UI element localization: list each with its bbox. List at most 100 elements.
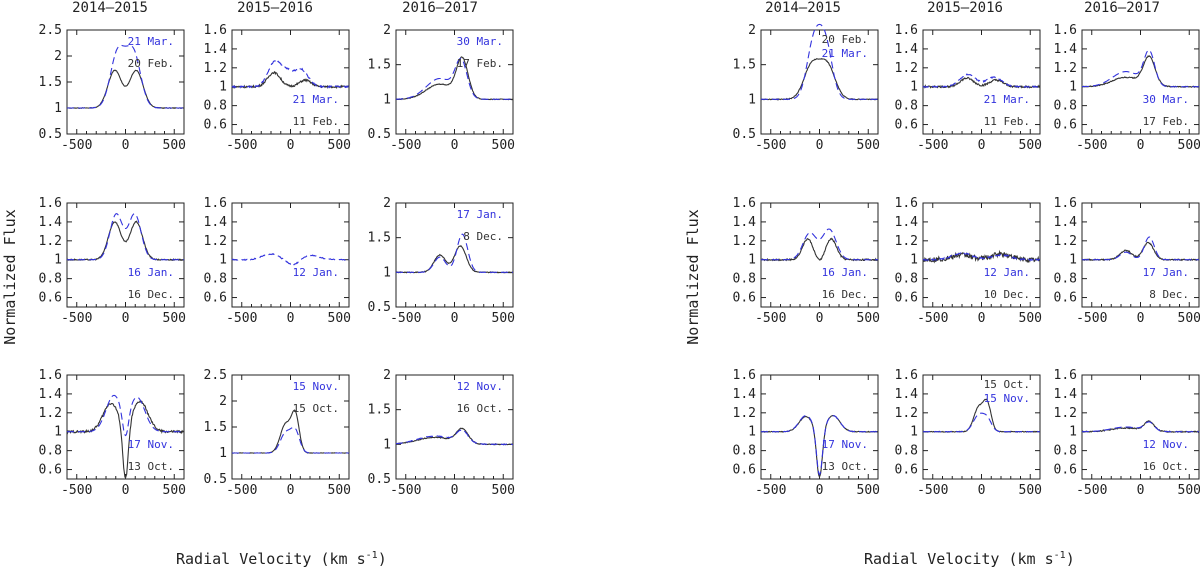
x-tick-label: 0	[978, 311, 986, 326]
right-x-label-text: Radial Velocity (km s	[864, 550, 1054, 568]
y-tick-label: 0.8	[39, 272, 62, 287]
series-dashed-line	[231, 59, 350, 89]
x-tick-label: -500	[61, 483, 92, 498]
right-x-label-close: )	[1065, 550, 1075, 568]
y-tick-label: 1	[383, 437, 391, 452]
date-label-black: 16 Oct.	[457, 402, 503, 415]
y-tick-label: 2	[219, 394, 227, 409]
x-tick-label: -500	[1076, 311, 1107, 326]
y-tick-label: 1.5	[733, 58, 756, 73]
y-tick-label: 1.6	[733, 196, 756, 211]
y-tick-label: 0.6	[733, 291, 756, 306]
date-label-black: 13 Oct.	[128, 460, 174, 473]
y-tick-label: 1	[219, 80, 227, 95]
y-tick-label: 1	[1069, 425, 1077, 440]
y-tick-label: 0.8	[733, 444, 756, 459]
y-tick-label: 1.6	[733, 368, 756, 383]
y-tick-label: 1.2	[895, 234, 918, 249]
x-tick-label: 500	[1178, 311, 1200, 326]
right-panel-r1c0: -500 0 500 0.6 0.8 1 1.2 1.4 1.6 16 Jan. 16 Dec.	[733, 196, 880, 326]
y-tick-label: 1	[910, 253, 918, 268]
x-tick-label: 0	[978, 483, 986, 498]
x-tick-label: 0	[287, 138, 295, 153]
date-label-blue: 21 Mar.	[984, 93, 1030, 106]
series-dashed-line	[395, 429, 514, 446]
y-tick-label: 1	[748, 425, 756, 440]
x-tick-label: -500	[755, 138, 786, 153]
y-tick-label: 1.2	[204, 61, 227, 76]
x-tick-label: -500	[917, 311, 948, 326]
right-col-title-1: 2014–2015	[765, 0, 841, 16]
y-tick-label: 1.4	[895, 387, 919, 402]
date-label-blue: 30 Mar.	[457, 35, 503, 48]
y-tick-label: 0.5	[39, 127, 62, 142]
right-x-axis-label: Radial Velocity (km s-1)	[864, 550, 1075, 568]
y-tick-label: 1.5	[204, 420, 227, 435]
y-tick-label: 1.6	[39, 368, 62, 383]
date-label-blue: 12 Nov.	[457, 380, 503, 393]
y-tick-label: 0.6	[895, 291, 918, 306]
y-tick-label: 1.4	[39, 387, 63, 402]
y-tick-label: 1.4	[895, 42, 919, 57]
date-label-black: 11 Feb.	[293, 115, 339, 128]
left-col-title-3: 2016–2017	[402, 0, 478, 16]
right-panel-r2c1: -500 0 500 0.6 0.8 1 1.2 1.4 1.6 15 Nov.15 Oct.	[895, 368, 1042, 498]
y-tick-label: 0.8	[895, 99, 918, 114]
right-panel-r2c0: -500 0 500 0.6 0.8 1 1.2 1.4 1.6 17 Nov. 13 Oct.	[733, 368, 880, 498]
y-tick-label: 1.5	[368, 231, 391, 246]
y-tick-label: 0.8	[39, 444, 62, 459]
date-label-black: 17 Feb.	[457, 57, 503, 70]
y-tick-label: 0.6	[733, 463, 756, 478]
date-label-blue: 12 Nov.	[1143, 438, 1189, 451]
y-tick-label: 1	[1069, 80, 1077, 95]
y-tick-label: 0.6	[895, 463, 918, 478]
series-dashed-line	[231, 253, 350, 266]
left-panel-r2c2: -500 0 500 0.5 1 1.5 2 12 Nov. 16 Oct.	[368, 368, 515, 498]
y-tick-label: 1.4	[204, 215, 228, 230]
date-label-blue: 17 Jan.	[457, 208, 503, 221]
x-tick-label: 0	[451, 483, 459, 498]
x-tick-label: 500	[163, 483, 186, 498]
y-tick-label: 1	[54, 101, 62, 116]
x-tick-label: 0	[287, 311, 295, 326]
left-panel-r1c0: -500 0 500 0.6 0.8 1 1.2 1.4 1.6 16 Jan. 16 Dec.	[39, 196, 186, 326]
date-label-blue: 12 Jan.	[984, 266, 1030, 279]
x-tick-label: 500	[163, 311, 186, 326]
series-dashed-line	[67, 44, 184, 109]
y-tick-label: 1.4	[1054, 215, 1078, 230]
y-tick-label: 2	[54, 49, 62, 64]
left-col-title-2: 2015–2016	[237, 0, 313, 16]
y-tick-label: 1	[219, 446, 227, 461]
series-solid-line	[1081, 241, 1200, 262]
date-label-black: 8 Dec.	[1149, 288, 1189, 301]
series-dashed-line	[67, 394, 184, 437]
y-tick-label: 1	[219, 253, 227, 268]
left-panel-r2c0: -500 0 500 0.6 0.8 1 1.2 1.4 1.6 17 Nov. 13 Oct.	[39, 368, 186, 498]
y-tick-label: 1	[910, 425, 918, 440]
x-tick-label: 0	[816, 138, 824, 153]
x-tick-label: 0	[122, 311, 130, 326]
x-tick-label: 500	[857, 311, 880, 326]
date-label-black: 16 Dec.	[822, 288, 868, 301]
y-tick-label: 0.5	[204, 472, 227, 487]
series-dashed-line	[923, 412, 1040, 433]
series-solid-line	[395, 244, 514, 274]
y-tick-label: 1.2	[204, 234, 227, 249]
y-tick-label: 1.6	[204, 196, 227, 211]
x-tick-label: 500	[492, 483, 515, 498]
x-tick-label: 500	[1019, 138, 1042, 153]
date-label-black: 17 Feb.	[1143, 115, 1189, 128]
x-tick-label: 500	[328, 311, 351, 326]
series-dashed-line	[396, 57, 513, 100]
y-tick-label: 0.8	[1054, 444, 1077, 459]
left-x-label-sup: -1	[365, 550, 378, 561]
x-tick-label: 500	[1178, 138, 1200, 153]
series-dashed-line	[922, 73, 1041, 89]
y-tick-label: 0.6	[39, 463, 62, 478]
date-label-blue: 21 Mar.	[128, 35, 174, 48]
left-panel-r1c2: -500 0 500 0.5 1 1.5 2 17 Jan. 8 Dec.	[368, 196, 515, 326]
y-tick-label: 1.4	[895, 215, 919, 230]
series-dashed-line	[1082, 49, 1199, 88]
y-tick-label: 1.2	[733, 234, 756, 249]
x-tick-label: -500	[226, 483, 257, 498]
